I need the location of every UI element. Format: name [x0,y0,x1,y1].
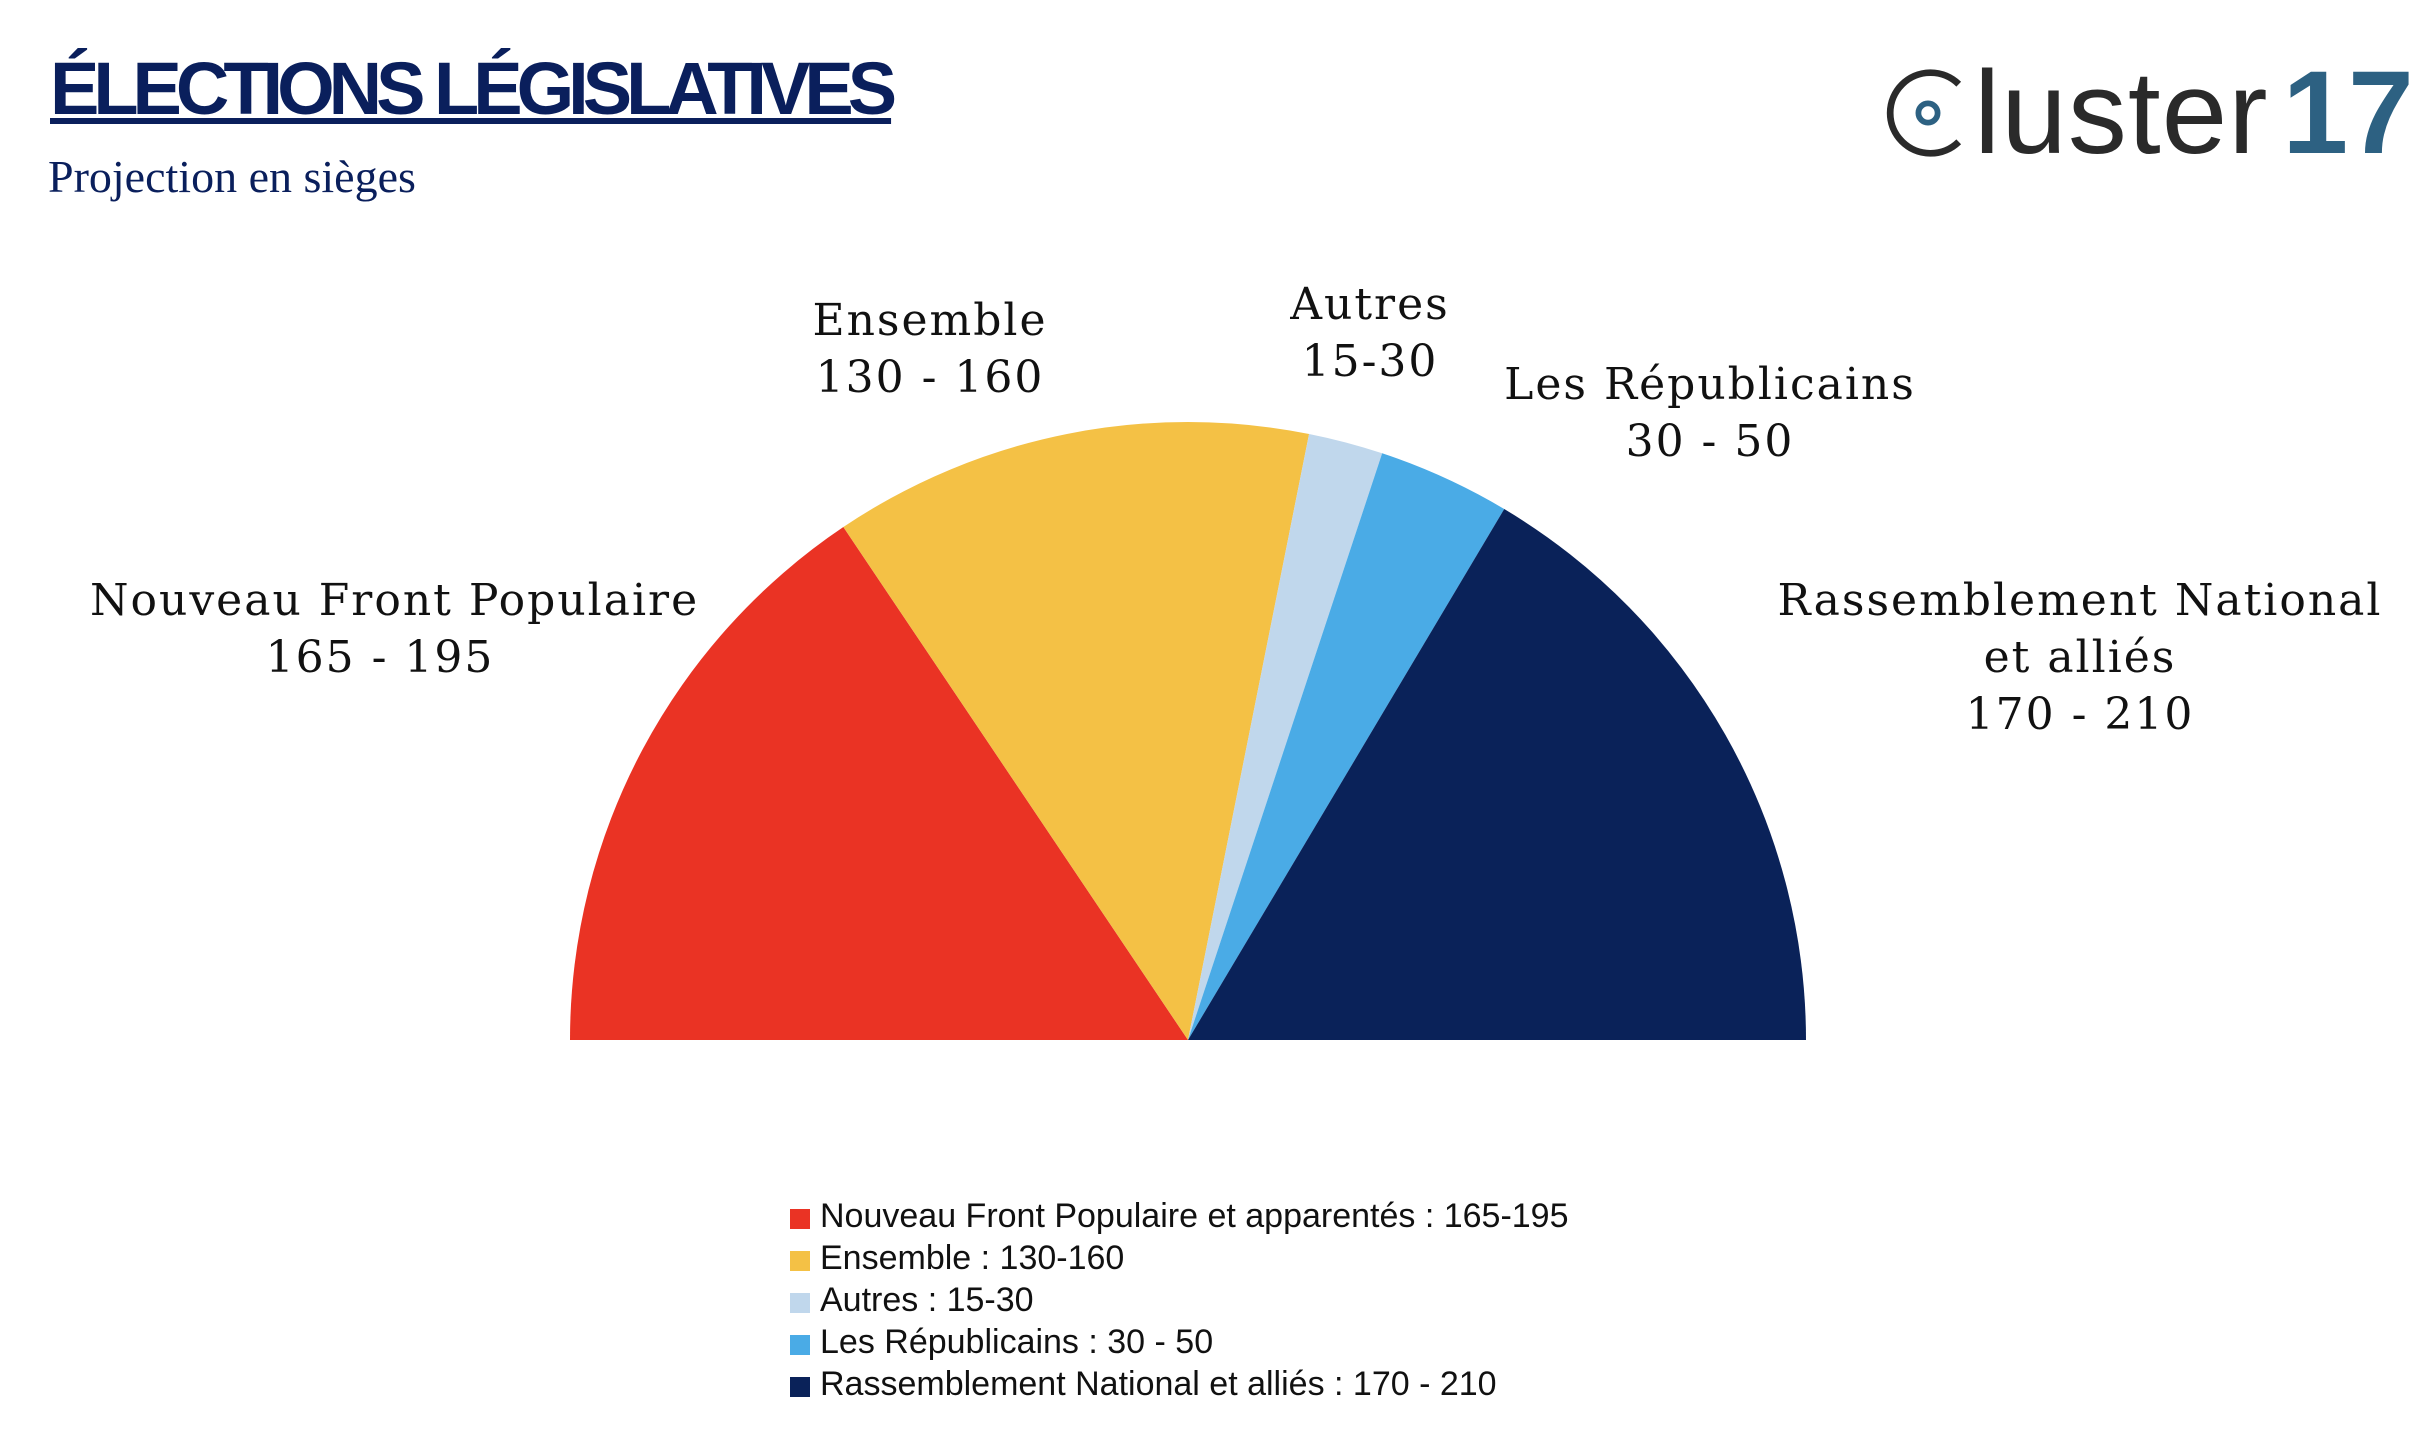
logo-text: luster [1974,47,2269,179]
hemicycle-chart [570,422,1806,1041]
slice-label-name: Nouveau Front Populaire [90,575,700,626]
slice-label-range: 170 - 210 [1965,689,2195,740]
slice-label-name: Rassemblement National et alliés [1777,575,2383,683]
legend-label: Rassemblement National et alliés : 170 -… [820,1364,1497,1403]
slice-autres [1188,433,1383,1040]
slice-ensemble [843,422,1310,1041]
legend-swatch [790,1251,810,1271]
slice-label-name: Ensemble [812,295,1048,346]
slice-label-range: 15-30 [1301,336,1439,387]
legend-item: Rassemblement National et alliés : 170 -… [790,1363,1569,1405]
cluster-c-logo-icon [1886,69,1962,157]
slice-label-lr: Les Républicains 30 - 50 [1465,356,1955,470]
slice-label-autres: Autres 15-30 [1240,276,1500,390]
page-subtitle: Projection en sièges [48,151,416,202]
legend-item: Autres : 15-30 [790,1279,1569,1321]
legend-swatch [790,1335,810,1355]
legend-swatch [790,1377,810,1397]
logo-number: 17 [2282,47,2414,179]
legend-label: Ensemble : 130-160 [820,1238,1125,1277]
legend-label: Les Républicains : 30 - 50 [820,1322,1214,1361]
slice-nouveau-front-populaire [570,527,1188,1040]
slice-label-rn: Rassemblement National et alliés 170 - 2… [1750,572,2410,743]
cluster17-logo: luster 17 [1880,48,2414,178]
legend-swatch [790,1293,810,1313]
slice-label-range: 130 - 160 [815,352,1045,403]
slice-label-name: Les Républicains [1504,359,1916,410]
legend-swatch [790,1209,810,1229]
slice-rassemblement-national-et-alli-s [1188,509,1806,1040]
slice-label-range: 30 - 50 [1625,416,1795,467]
legend-label: Autres : 15-30 [820,1280,1034,1319]
legend-item: Nouveau Front Populaire et apparentés : … [790,1195,1569,1237]
chart-legend: Nouveau Front Populaire et apparentés : … [790,1195,1569,1405]
legend-item: Les Républicains : 30 - 50 [790,1321,1569,1363]
slice-label-nfp: Nouveau Front Populaire 165 - 195 [90,572,700,686]
slice-label-name: Autres [1290,279,1450,330]
legend-item: Ensemble : 130-160 [790,1237,1569,1279]
page-title: ÉLECTIONS LÉGISLATIVES [50,47,897,130]
slice-label-ensemble: Ensemble 130 - 160 [770,292,1090,406]
chart-slices [570,422,1806,1041]
slice-label-range: 165 - 195 [265,632,495,683]
legend-label: Nouveau Front Populaire et apparentés : … [820,1196,1569,1235]
slice-les-r-publicains [1188,453,1505,1040]
